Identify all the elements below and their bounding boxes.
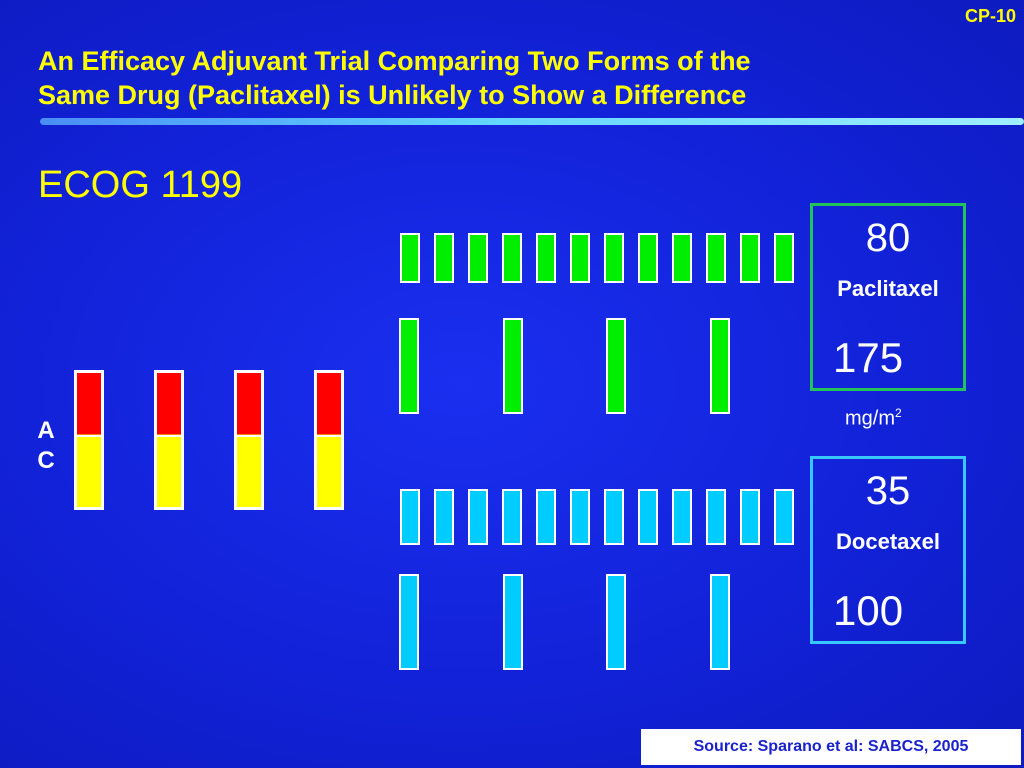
- slide-number: CP-10: [964, 6, 1016, 26]
- paclitaxel-label: Paclitaxel: [837, 276, 939, 301]
- docetaxel-label: Docetaxel: [836, 529, 940, 554]
- paclitaxel-weekly-dose-bar: [604, 233, 624, 283]
- paclitaxel-weekly-dose: 80: [865, 216, 911, 260]
- paclitaxel-q3w-dose-bar: [709, 318, 730, 414]
- paclitaxel-weekly-dose-bar: [434, 233, 454, 283]
- ac-cycle-divider: [317, 434, 341, 437]
- ac-cycle-bar: [154, 370, 184, 510]
- paclitaxel-weekly-dose-bar: [502, 233, 522, 283]
- ac-cycle-divider: [237, 434, 261, 437]
- ac-cycle-bar: [314, 370, 344, 510]
- docetaxel-q3w-dose-bar: [399, 574, 419, 670]
- title-line-2: Same Drug (Paclitaxel) is Unlikely to Sh…: [38, 80, 747, 110]
- docetaxel-weekly-dose-bar: [638, 489, 658, 545]
- ac-cycle-bar: [234, 370, 264, 510]
- paclitaxel-weekly-dose-bar: [570, 233, 590, 283]
- paclitaxel-weekly-dose-bar: [740, 233, 760, 283]
- paclitaxel-weekly-dose-bar: [638, 233, 658, 283]
- ac-label-letter-c: C: [37, 447, 55, 474]
- docetaxel-weekly-dose-bar: [604, 489, 624, 545]
- ac-label-letter-a: A: [37, 417, 55, 444]
- docetaxel-weekly-dose-bar: [536, 489, 556, 545]
- docetaxel-weekly-dose-bar: [434, 489, 454, 545]
- paclitaxel-q3w-dose-bar: [606, 318, 626, 414]
- trial-name: ECOG 1199: [38, 164, 243, 206]
- title-line-1: An Efficacy Adjuvant Trial Comparing Two…: [38, 46, 751, 76]
- docetaxel-q3w-dose-bar: [709, 574, 730, 670]
- docetaxel-weekly-dose-bar: [570, 489, 590, 545]
- dose-units-exponent: 2: [895, 406, 902, 420]
- paclitaxel-q3w-dose: 175: [833, 334, 904, 381]
- docetaxel-q3w-dose: 100: [833, 587, 904, 634]
- ac-cycle-divider: [157, 434, 181, 437]
- source-citation: Source: Sparano et al: SABCS, 2005: [641, 729, 1021, 765]
- paclitaxel-q3w-dose-bar: [502, 318, 523, 414]
- slide-title: An Efficacy Adjuvant Trial Comparing Two…: [38, 44, 998, 112]
- title-divider: [40, 118, 1024, 125]
- docetaxel-weekly-dose-bar: [400, 489, 420, 545]
- docetaxel-q3w-dose-bar: [606, 574, 626, 670]
- paclitaxel-weekly-dose-bar: [536, 233, 556, 283]
- paclitaxel-weekly-dose-bar: [672, 233, 692, 283]
- docetaxel-weekly-dose-bar: [468, 489, 488, 545]
- docetaxel-dose-box: 35 Docetaxel 100: [810, 456, 966, 644]
- ac-cycle-divider: [77, 434, 101, 437]
- paclitaxel-weekly-dose-bar: [468, 233, 488, 283]
- paclitaxel-dose-box: 80 Paclitaxel 175: [810, 203, 966, 391]
- paclitaxel-weekly-dose-bar: [774, 233, 794, 283]
- docetaxel-q3w-dose-bar: [502, 574, 523, 670]
- docetaxel-weekly-dose: 35: [865, 469, 911, 513]
- ac-cycle-bar: [74, 370, 104, 510]
- dose-units-base: mg/m: [845, 407, 895, 430]
- docetaxel-weekly-dose-bar: [740, 489, 760, 545]
- dose-units: mg/m2: [845, 406, 902, 431]
- docetaxel-weekly-dose-bar: [774, 489, 794, 545]
- ac-label: A C: [34, 416, 58, 476]
- paclitaxel-weekly-dose-bar: [400, 233, 420, 283]
- paclitaxel-q3w-dose-bar: [399, 318, 419, 414]
- docetaxel-weekly-dose-bar: [706, 489, 726, 545]
- paclitaxel-weekly-dose-bar: [706, 233, 726, 283]
- docetaxel-weekly-dose-bar: [502, 489, 522, 545]
- docetaxel-weekly-dose-bar: [672, 489, 692, 545]
